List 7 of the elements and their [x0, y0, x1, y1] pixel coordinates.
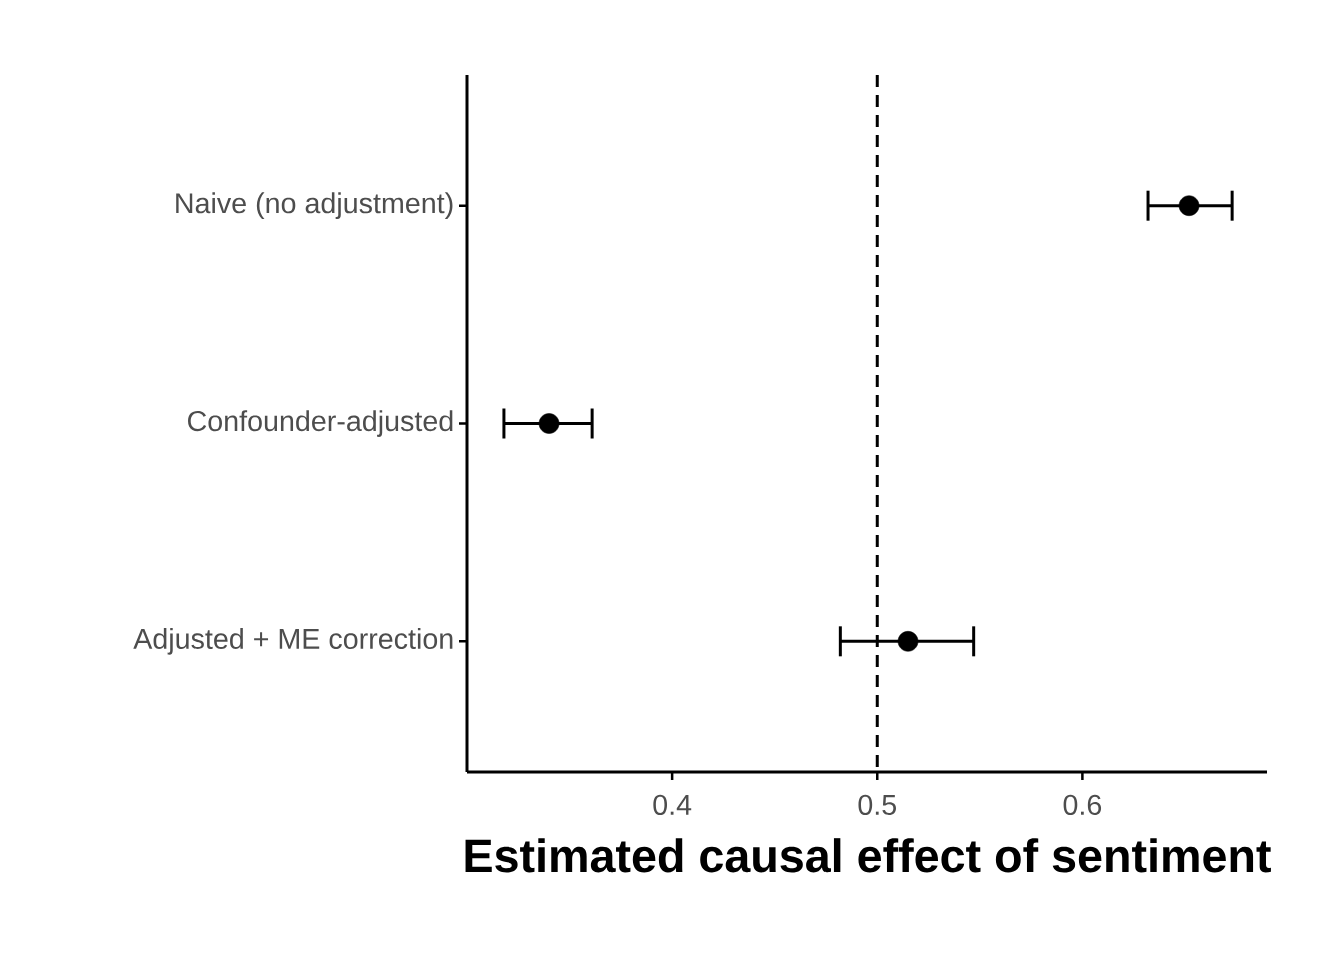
x-tick-label: 0.4: [653, 794, 692, 816]
y-tick-label: Adjusted + ME correction: [133, 627, 453, 655]
y-tick-label: Confounder-adjusted: [188, 410, 453, 437]
x-axis-title: Estimated causal effect of sentiment: [465, 838, 1271, 873]
x-tick-label: 0.5: [858, 794, 896, 816]
x-tick-label: 0.6: [1063, 794, 1102, 816]
y-tick-label: Naive (no adjustment): [176, 192, 453, 220]
